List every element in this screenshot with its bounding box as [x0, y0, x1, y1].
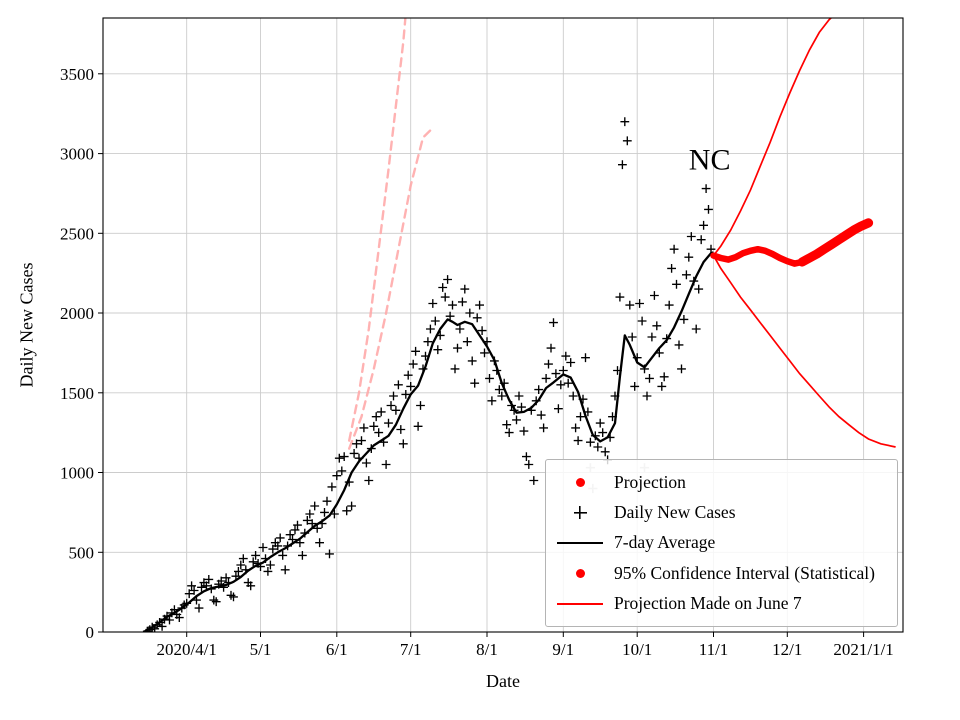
plot-frame	[102, 17, 904, 633]
legend-label: Projection Made on June 7	[614, 593, 802, 614]
svg-text:12/1: 12/1	[772, 640, 802, 659]
legend-item-7day-average: 7-day Average	[556, 528, 887, 558]
svg-text:5/1: 5/1	[250, 640, 272, 659]
black-line-icon	[557, 541, 603, 544]
svg-text:7/1: 7/1	[400, 640, 422, 659]
legend-handle	[556, 602, 604, 605]
plus-marker-icon	[573, 506, 587, 520]
svg-text:2021/1/1: 2021/1/1	[833, 640, 893, 659]
legend-item-projection: Projection	[556, 467, 887, 497]
svg-text:9/1: 9/1	[552, 640, 574, 659]
svg-text:6/1: 6/1	[326, 640, 348, 659]
legend-label: Daily New Cases	[614, 502, 736, 523]
svg-text:10/1: 10/1	[622, 640, 652, 659]
legend-handle	[556, 477, 604, 487]
svg-text:8/1: 8/1	[476, 640, 498, 659]
ci-upper-line	[712, 18, 833, 257]
svg-text:2000: 2000	[60, 304, 94, 323]
red-line-icon	[557, 602, 603, 605]
legend: Projection Daily New Cases 7-day Average…	[545, 459, 898, 627]
ci-lower-line	[712, 255, 896, 448]
legend-handle	[556, 506, 604, 520]
svg-text:11/1: 11/1	[699, 640, 729, 659]
red-dot-icon	[575, 477, 585, 487]
x-axis-label: Date	[486, 671, 520, 691]
svg-text:2500: 2500	[60, 224, 94, 243]
svg-text:3500: 3500	[60, 65, 94, 84]
legend-handle	[556, 568, 604, 578]
daily-cases-markers	[142, 117, 716, 632]
svg-text:1000: 1000	[60, 464, 94, 483]
svg-text:3000: 3000	[60, 145, 94, 164]
legend-label: Projection	[614, 471, 686, 492]
legend-handle	[556, 541, 604, 544]
y-tick-labels: 0 500 1000 1500 2000 2500 3000 3500	[60, 65, 103, 642]
x-tick-labels: 2020/4/1 5/1 6/1 7/1 8/1 9/1 10/1 11/1 12/1 2021/…	[156, 632, 894, 659]
june7-projection-line	[348, 18, 407, 442]
y-axis-label: Daily New Cases	[16, 262, 37, 388]
projection-line-start	[710, 245, 806, 267]
legend-item-daily-new-cases: Daily New Cases	[556, 497, 887, 527]
legend-item-confidence-interval: 95% Confidence Interval (Statistical)	[556, 558, 887, 588]
svg-text:1500: 1500	[60, 384, 94, 403]
svg-text:0: 0	[86, 623, 95, 642]
svg-text:2020/4/1: 2020/4/1	[156, 640, 216, 659]
region-annotation: NC	[689, 144, 731, 177]
svg-text:500: 500	[69, 543, 95, 562]
red-dot-icon	[575, 568, 585, 578]
legend-label: 7-day Average	[614, 532, 716, 553]
june7-projection-line	[348, 126, 434, 450]
seven-day-average-line	[144, 251, 714, 632]
legend-label: 95% Confidence Interval (Statistical)	[614, 562, 875, 583]
legend-item-june7-projection: Projection Made on June 7	[556, 589, 887, 619]
projection-line-end	[797, 218, 874, 267]
